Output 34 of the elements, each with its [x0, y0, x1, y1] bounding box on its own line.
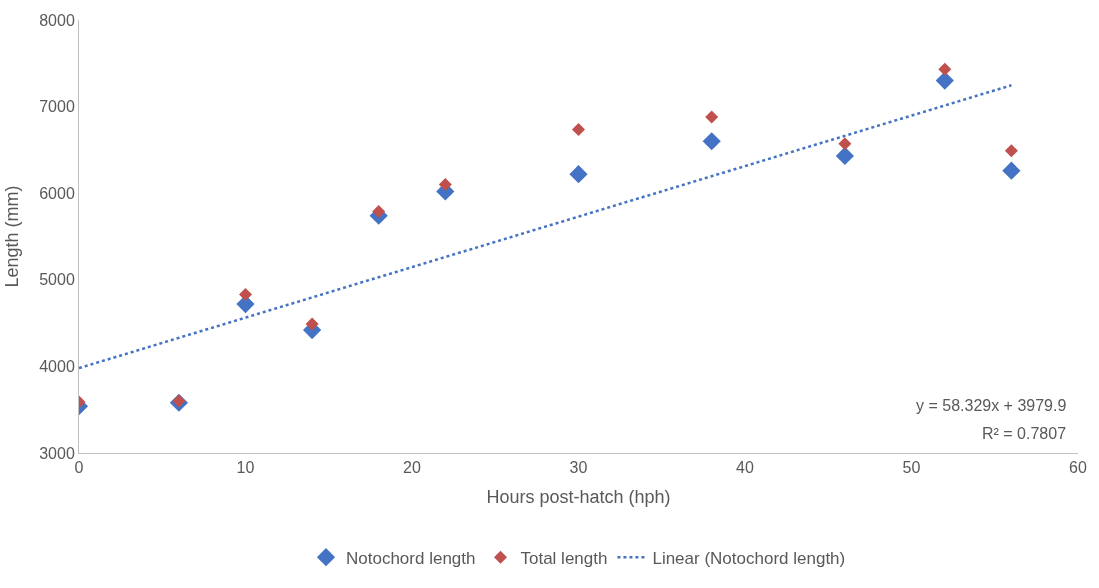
- x-tick-label: 30: [569, 459, 588, 477]
- x-axis-title: Hours post-hatch (hph): [486, 487, 671, 508]
- annotation: y = 58.329x + 3979.9: [916, 397, 1067, 414]
- point: [835, 146, 854, 166]
- y-tick-label: 6000: [39, 184, 75, 202]
- point: [935, 71, 954, 90]
- point: [569, 165, 588, 184]
- x-tick-label: 0: [74, 459, 84, 477]
- legend-label: Total length: [520, 548, 608, 568]
- y-axis-title: Length (mm): [2, 185, 23, 288]
- point: [705, 110, 719, 124]
- annotation: R² = 0.7807: [982, 425, 1067, 442]
- point: [572, 123, 585, 137]
- point: [305, 317, 319, 331]
- point: [1004, 144, 1018, 158]
- point: [938, 62, 952, 76]
- point: [438, 178, 452, 192]
- y-tick-label: 8000: [39, 11, 75, 29]
- point: [838, 137, 852, 151]
- point: [1002, 161, 1021, 180]
- y-tick-label: 4000: [39, 358, 75, 375]
- y-tick-label: 3000: [39, 444, 75, 462]
- y-tick-label: 5000: [39, 271, 75, 289]
- legend-label: Notochord length: [346, 548, 476, 568]
- x-tick-label: 10: [236, 459, 255, 477]
- legend-label: Linear (Notochord length): [652, 548, 846, 568]
- y-tick-label: 7000: [39, 98, 75, 116]
- x-tick-label: 40: [736, 459, 754, 477]
- x-tick-label: 60: [1069, 459, 1087, 477]
- x-tick-label: 20: [403, 459, 421, 477]
- point: [372, 204, 386, 218]
- point: [239, 288, 252, 302]
- point: [702, 132, 721, 151]
- x-tick-label: 50: [902, 459, 921, 477]
